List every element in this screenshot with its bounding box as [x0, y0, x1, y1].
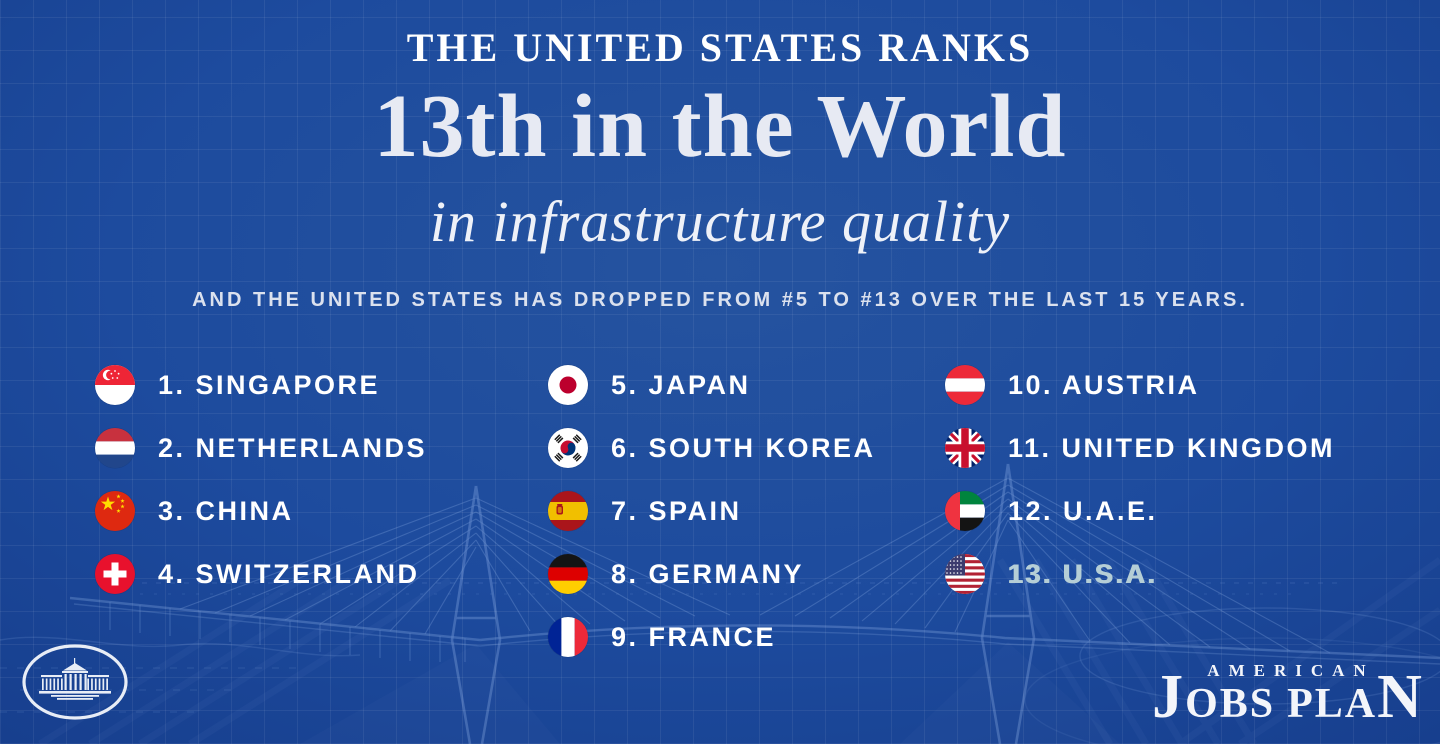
rank-row-usa: 13. U.S.A.	[945, 554, 1335, 594]
country-label: 10. AUSTRIA	[1008, 369, 1200, 400]
american-jobs-plan-logo: AMERICAN JOBS PLAN	[1138, 661, 1438, 728]
country-label: 3. CHINA	[158, 495, 294, 526]
spain-flag-icon	[548, 491, 588, 531]
brand-letter-j: J	[1152, 663, 1186, 731]
ranking-column-1: 1. SINGAPORE 2. NETHERLANDS 3. CHINA 4. …	[95, 365, 427, 594]
ranking-column-2: 5. JAPAN 6. SOUTH KOREA 7. SPAIN 8. GERM…	[548, 365, 876, 657]
france-flag-icon	[548, 617, 588, 657]
page-subtitle: in infrastructure quality	[429, 189, 1011, 254]
south-korea-flag-icon	[548, 428, 588, 468]
rank-row-switzerland: 4. SWITZERLAND	[95, 554, 427, 594]
switzerland-flag-icon	[95, 554, 135, 594]
ranking-column-3: 10. AUSTRIA 11. UNITED KINGDOM 12. U.A.E…	[945, 365, 1335, 594]
rank-row-china: 3. CHINA	[95, 491, 427, 531]
japan-flag-icon	[548, 365, 588, 405]
rank-row-south-korea: 6. SOUTH KOREA	[548, 428, 876, 468]
brand-letter-n: N	[1377, 663, 1424, 731]
white-house-seal	[19, 642, 131, 727]
country-label: 2. NETHERLANDS	[158, 432, 428, 463]
brand-letters-obs: OBS	[1185, 681, 1276, 727]
country-label-usa-highlight: 13. U.S.A.	[1008, 558, 1158, 589]
title-kicker: THE UNITED STATES RANKS	[406, 25, 1034, 70]
rank-row-netherlands: 2. NETHERLANDS	[95, 428, 427, 468]
country-label: 11. UNITED KINGDOM	[1008, 432, 1336, 463]
rank-row-austria: 10. AUSTRIA	[945, 365, 1335, 405]
rank-row-singapore: 1. SINGAPORE	[95, 365, 427, 405]
rank-row-japan: 5. JAPAN	[548, 365, 876, 405]
rank-row-france: 9. FRANCE	[548, 617, 876, 657]
uae-flag-icon	[945, 491, 985, 531]
singapore-flag-icon	[95, 365, 135, 405]
germany-flag-icon	[548, 554, 588, 594]
netherlands-flag-icon	[95, 428, 135, 468]
country-label: 7. SPAIN	[611, 495, 742, 526]
country-label: 9. FRANCE	[611, 621, 777, 652]
rank-row-united-kingdom: 11. UNITED KINGDOM	[945, 428, 1335, 468]
rank-row-uae: 12. U.A.E.	[945, 491, 1335, 531]
rank-row-germany: 8. GERMANY	[548, 554, 876, 594]
page-title: 13th in the World	[373, 77, 1067, 176]
country-label: 8. GERMANY	[611, 558, 805, 589]
country-label: 6. SOUTH KOREA	[611, 432, 876, 463]
usa-flag-icon	[945, 554, 985, 594]
country-label: 12. U.A.E.	[1008, 495, 1158, 526]
country-label: 4. SWITZERLAND	[158, 558, 420, 589]
china-flag-icon	[95, 491, 135, 531]
austria-flag-icon	[945, 365, 985, 405]
country-label: 5. JAPAN	[611, 369, 751, 400]
brand-letters-pla: PLA	[1287, 681, 1378, 727]
annotation-note: AND THE UNITED STATES HAS DROPPED FROM #…	[192, 289, 1248, 311]
rank-row-spain: 7. SPAIN	[548, 491, 876, 531]
brand-kicker: AMERICAN	[1207, 661, 1375, 680]
country-label: 1. SINGAPORE	[158, 369, 381, 400]
brand-wordmark: JOBS PLAN	[1152, 666, 1424, 728]
united-kingdom-flag-icon	[945, 428, 985, 468]
